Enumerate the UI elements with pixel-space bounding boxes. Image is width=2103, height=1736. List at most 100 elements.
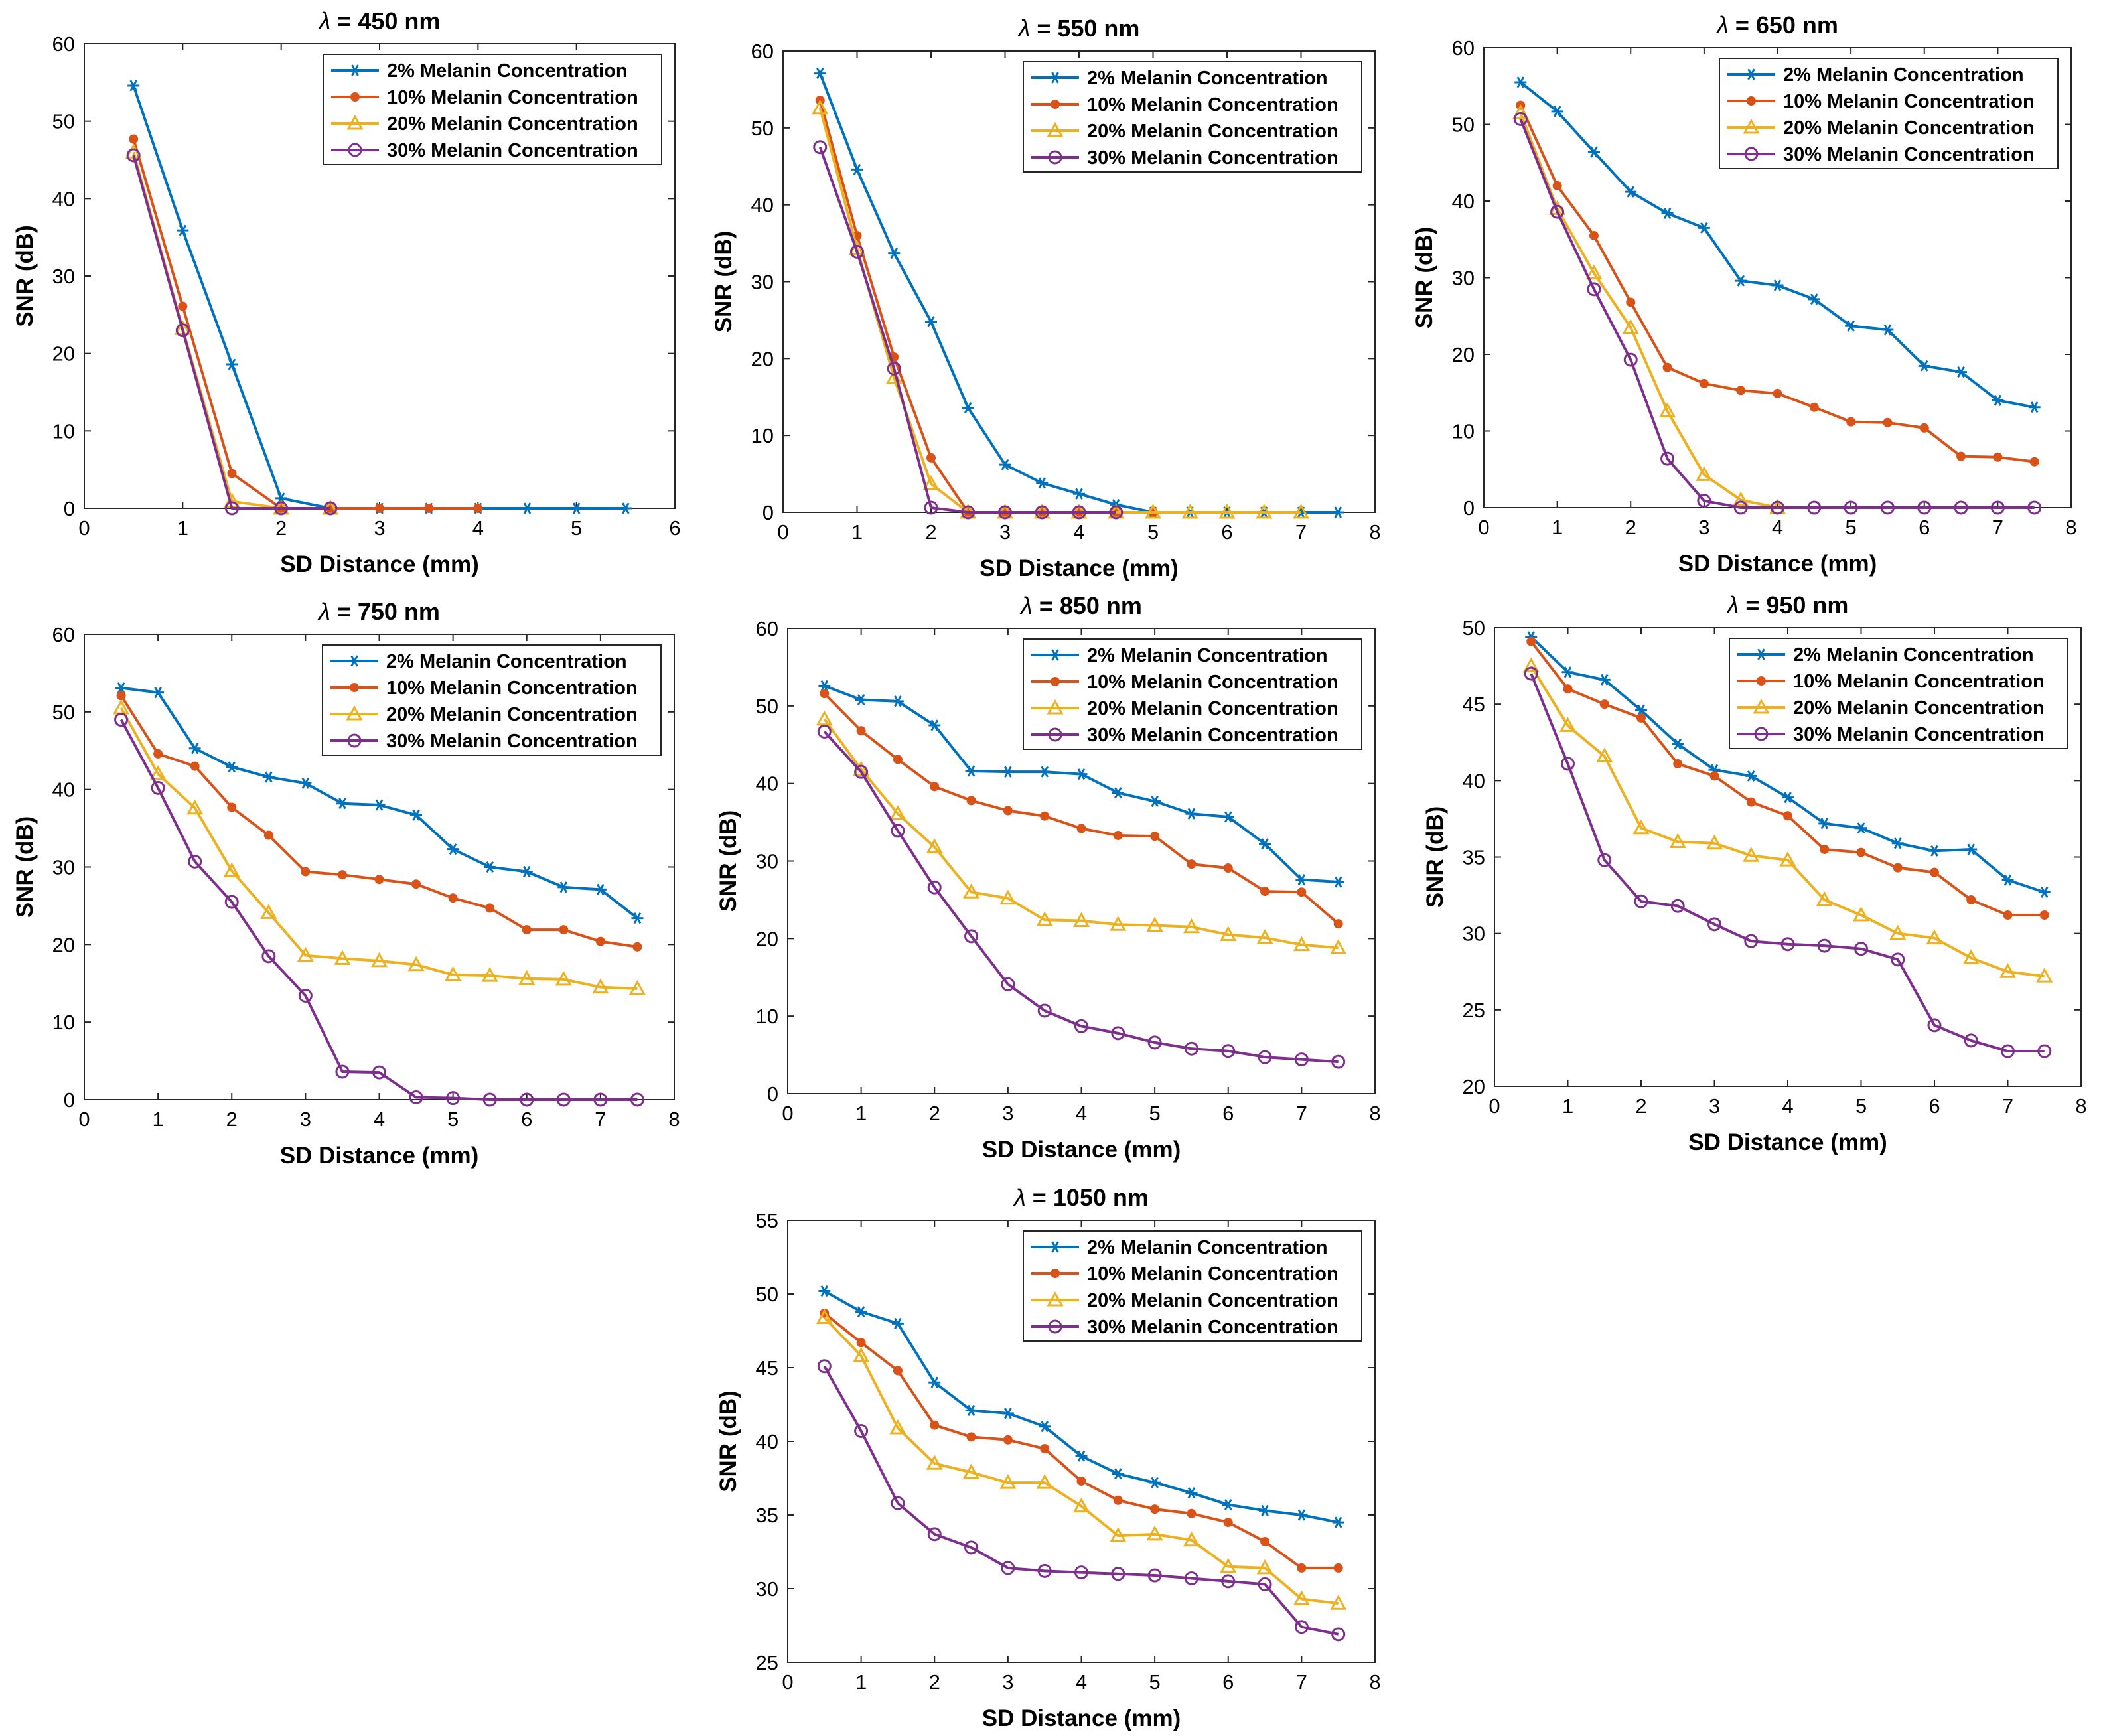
data-point bbox=[1185, 808, 1198, 820]
y-tick-label: 30 bbox=[52, 265, 75, 288]
data-point bbox=[1112, 787, 1124, 799]
data-point bbox=[407, 956, 425, 972]
y-tick-label: 30 bbox=[751, 271, 774, 294]
data-point bbox=[1955, 366, 1968, 378]
data-point bbox=[1146, 916, 1163, 932]
data-point bbox=[891, 695, 904, 707]
data-point bbox=[518, 970, 536, 985]
data-point bbox=[1771, 500, 1784, 515]
data-point bbox=[1889, 924, 1907, 940]
data-point bbox=[175, 323, 190, 338]
x-tick-label: 5 bbox=[1149, 1102, 1161, 1125]
data-point bbox=[1524, 666, 1538, 681]
data-point bbox=[481, 966, 498, 982]
legend-marker bbox=[1048, 727, 1062, 742]
data-point bbox=[559, 925, 569, 935]
y-tick-label: 20 bbox=[751, 347, 774, 370]
data-point bbox=[927, 880, 942, 895]
series-line bbox=[823, 718, 1339, 950]
legend: 2% Melanin Concentration 10% Melanin Conc… bbox=[1023, 61, 1362, 173]
legend-label: 20% Melanin Concentration bbox=[1087, 1290, 1339, 1311]
data-point bbox=[1039, 1421, 1051, 1433]
data-point bbox=[446, 1091, 461, 1106]
data-point bbox=[812, 99, 829, 115]
data-point bbox=[1526, 636, 1536, 646]
series-4 bbox=[817, 724, 1346, 1069]
data-point bbox=[891, 1317, 904, 1329]
data-point bbox=[188, 854, 202, 869]
data-point bbox=[1597, 853, 1612, 867]
legend-marker bbox=[1047, 699, 1064, 715]
x-tick-label: 1 bbox=[855, 1102, 867, 1125]
legend-marker bbox=[1744, 147, 1759, 161]
legend-label: 2% Melanin Concentration bbox=[1087, 1237, 1328, 1258]
data-point bbox=[1999, 963, 2017, 978]
data-point bbox=[522, 925, 532, 935]
data-point bbox=[1331, 1627, 1346, 1642]
data-point bbox=[1954, 500, 1968, 515]
data-point bbox=[856, 1338, 866, 1348]
y-axis-label: SNR (dB) bbox=[715, 810, 741, 912]
legend: 2% Melanin Concentration 10% Melanin Conc… bbox=[1023, 1230, 1362, 1342]
x-tick-label: 8 bbox=[2075, 1094, 2086, 1118]
x-tick-label: 3 bbox=[1709, 1094, 1720, 1118]
data-point bbox=[1771, 279, 1784, 291]
legend-marker bbox=[1757, 676, 1766, 686]
y-axis-label: SNR (dB) bbox=[12, 225, 38, 327]
data-point bbox=[1707, 917, 1721, 932]
data-point bbox=[152, 687, 165, 699]
legend-label: 2% Melanin Concentration bbox=[1793, 644, 2034, 666]
data-point bbox=[850, 244, 864, 259]
data-point bbox=[1221, 1044, 1236, 1058]
series-4 bbox=[813, 140, 1124, 520]
series-line bbox=[1530, 665, 2045, 978]
data-point bbox=[816, 710, 833, 726]
data-point bbox=[2001, 874, 2014, 886]
data-point bbox=[889, 805, 906, 820]
data-point bbox=[1220, 926, 1237, 941]
data-point bbox=[411, 879, 421, 889]
data-point bbox=[262, 771, 275, 783]
y-tick-label: 10 bbox=[756, 1005, 778, 1028]
data-point bbox=[1295, 1509, 1308, 1521]
data-point bbox=[854, 764, 869, 779]
data-point bbox=[1662, 362, 1672, 372]
data-point bbox=[1669, 833, 1686, 848]
legend-marker bbox=[1049, 72, 1061, 84]
x-axis-label: SD Distance (mm) bbox=[982, 1137, 1181, 1163]
data-point bbox=[1697, 494, 1711, 508]
data-point bbox=[372, 1065, 386, 1080]
y-tick-label: 60 bbox=[751, 40, 774, 63]
data-point bbox=[1522, 657, 1540, 673]
data-point bbox=[570, 502, 583, 514]
data-point bbox=[260, 904, 277, 919]
data-point bbox=[595, 936, 605, 946]
data-point bbox=[1891, 837, 1904, 849]
data-point bbox=[1035, 505, 1049, 520]
legend-marker bbox=[1753, 698, 1770, 714]
data-point bbox=[922, 475, 940, 490]
data-point bbox=[1295, 873, 1308, 886]
series-1 bbox=[115, 682, 644, 924]
data-point bbox=[1551, 106, 1563, 117]
data-point bbox=[1881, 324, 1894, 336]
data-point bbox=[334, 950, 351, 965]
data-point bbox=[1598, 674, 1611, 686]
x-tick-label: 1 bbox=[1562, 1094, 1573, 1118]
x-tick-label: 5 bbox=[1149, 1670, 1161, 1694]
legend-label: 30% Melanin Concentration bbox=[1087, 1317, 1339, 1338]
y-tick-label: 0 bbox=[64, 1088, 75, 1112]
data-point bbox=[1181, 503, 1198, 519]
x-tick-label: 2 bbox=[929, 1670, 940, 1694]
y-tick-label: 55 bbox=[756, 1209, 778, 1232]
legend-marker bbox=[346, 705, 363, 721]
data-point bbox=[1856, 847, 1866, 857]
data-point bbox=[1036, 1474, 1053, 1489]
data-point bbox=[964, 929, 979, 944]
x-tick-label: 5 bbox=[447, 1108, 459, 1131]
legend: 2% Melanin Concentration 10% Melanin Conc… bbox=[323, 54, 662, 165]
x-tick-label: 8 bbox=[2065, 516, 2076, 539]
data-point bbox=[1625, 186, 1637, 198]
data-point bbox=[1585, 264, 1603, 280]
data-point bbox=[855, 693, 867, 706]
